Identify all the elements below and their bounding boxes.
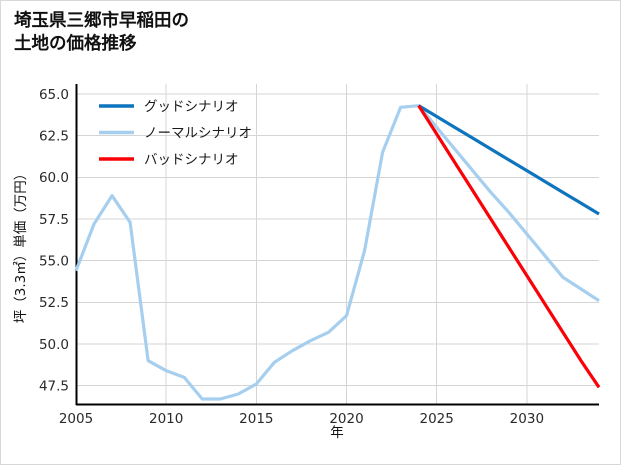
y-tick-label: 50.0 — [39, 337, 69, 353]
series-line-normal — [74, 104, 600, 401]
y-tick-label: 47.5 — [39, 378, 69, 394]
gridlines — [76, 93, 599, 387]
x-tick-label: 2010 — [149, 411, 183, 427]
x-tick-label: 2005 — [59, 411, 93, 427]
y-tick-label: 55.0 — [39, 253, 69, 269]
y-tick-label: 52.5 — [39, 295, 69, 311]
x-tick-label: 2025 — [420, 411, 454, 427]
page-title: 埼玉県三郷市早稲田の 土地の価格推移 — [14, 10, 189, 53]
legend-label-bad: バッドシナリオ — [144, 152, 239, 168]
legend-label-normal: ノーマルシナリオ — [144, 126, 252, 142]
y-axis-tick-labels: 47.5 50.0 52.5 55.0 57.5 60.0 62.5 65.0 — [39, 87, 69, 395]
x-axis-title: 年 — [330, 425, 344, 441]
y-axis-title: 坪（3.3㎡）単価（万円） — [13, 167, 29, 323]
y-tick-label: 62.5 — [39, 128, 69, 144]
x-tick-label: 2020 — [329, 411, 363, 427]
x-tick-label: 2030 — [510, 411, 544, 427]
y-tick-label: 60.0 — [39, 170, 69, 186]
legend-label-good: グッドシナリオ — [144, 99, 239, 115]
series-line-good — [417, 104, 600, 216]
y-tick-label: 65.0 — [39, 87, 69, 103]
series-line-bad — [417, 104, 601, 389]
y-tick-label: 57.5 — [39, 212, 69, 228]
data-series-group — [74, 104, 601, 401]
x-tick-label: 2015 — [239, 411, 273, 427]
x-axis-tick-labels: 2005 2010 2015 2020 2025 2030 — [59, 411, 544, 427]
